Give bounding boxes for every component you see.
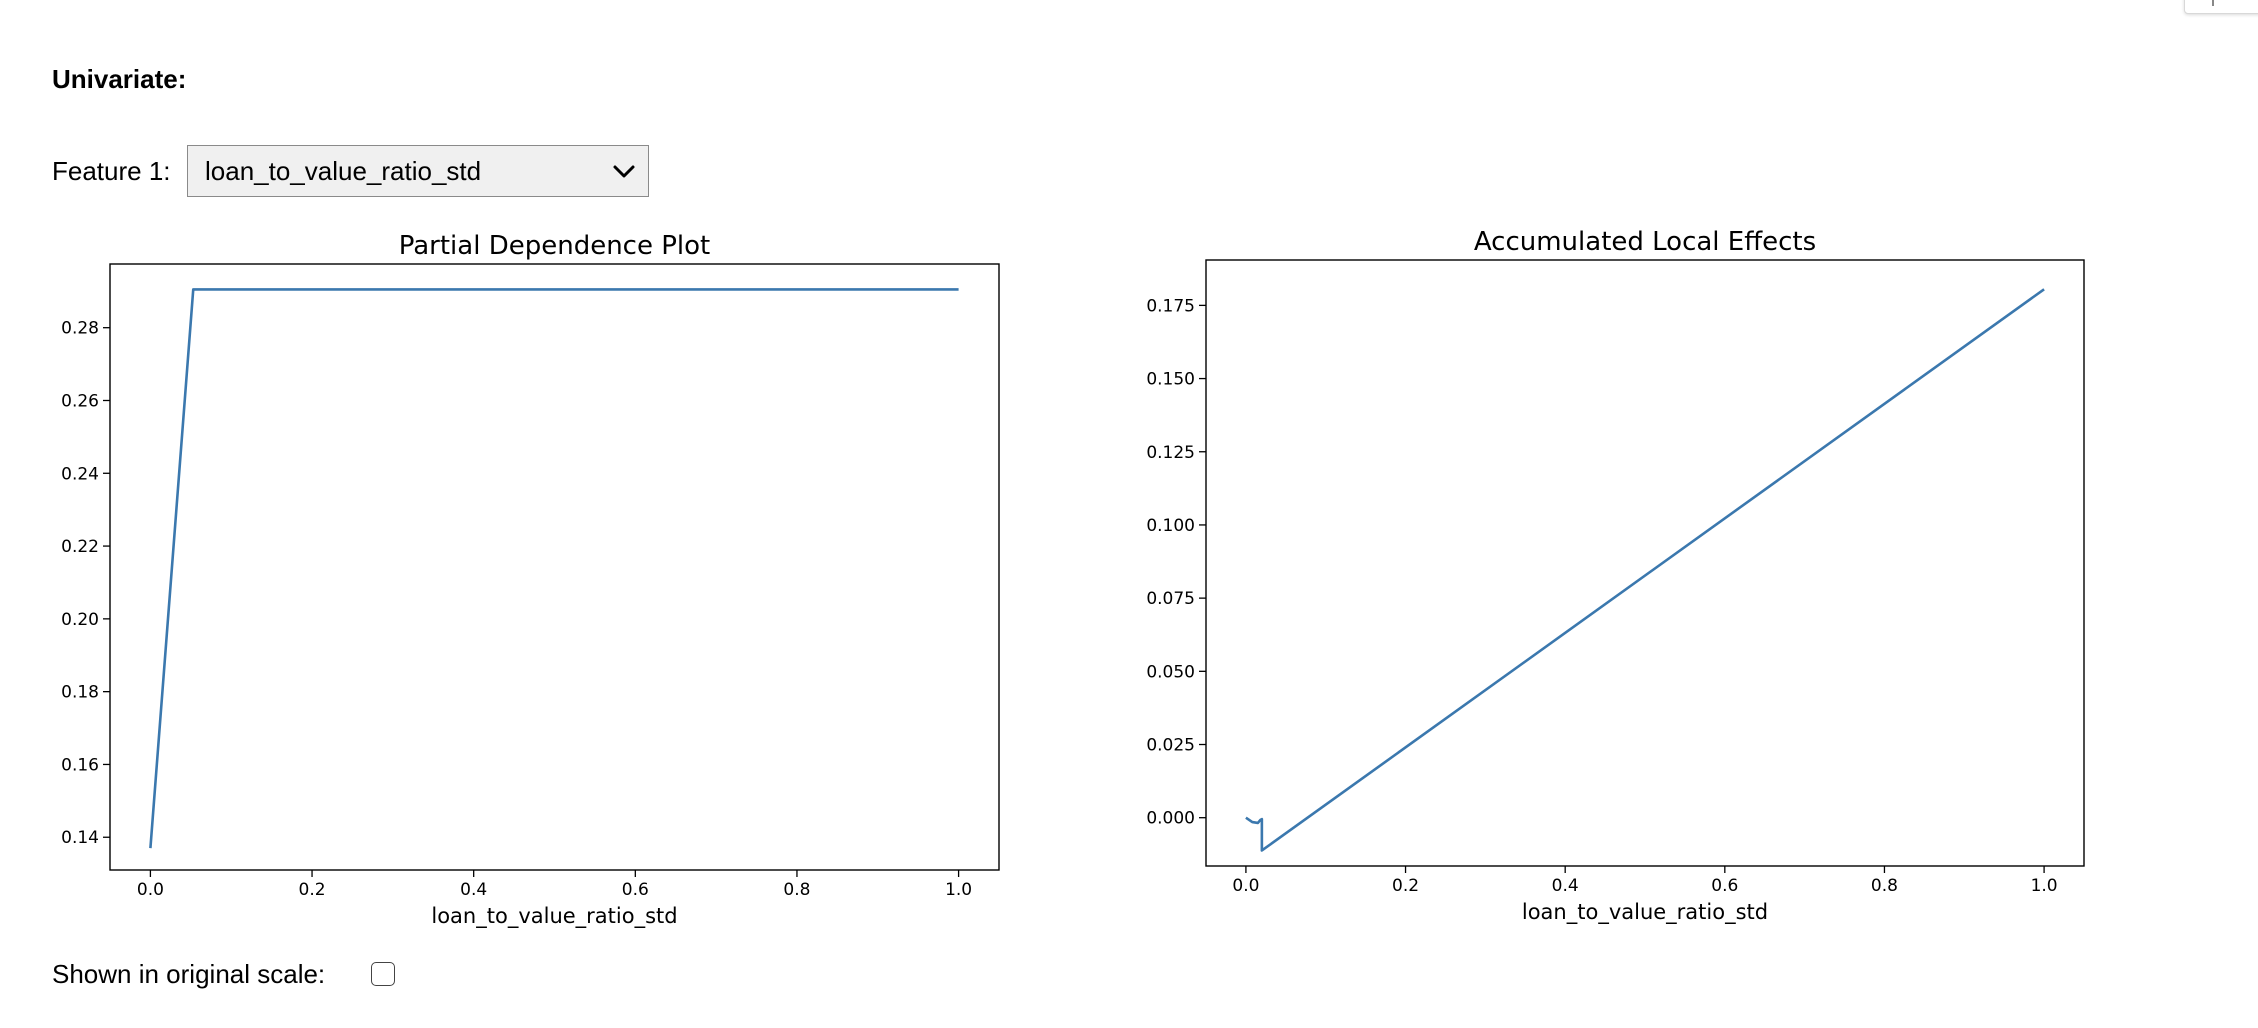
ale-xtick-label: 0.6 <box>1711 876 1738 896</box>
ale-ytick-label: 0.025 <box>1146 736 1195 756</box>
chevron-down-icon <box>613 165 635 178</box>
pdp-xtick-label: 1.0 <box>945 880 972 900</box>
pdp-ytick-label: 0.18 <box>61 683 99 703</box>
pdp-xtick-label: 0.2 <box>299 880 326 900</box>
ale-ytick-label: 0.000 <box>1146 809 1195 829</box>
feature1-label: Feature 1: <box>52 156 171 186</box>
pdp-xtick-label: 0.4 <box>460 880 487 900</box>
pdp-axes-frame <box>109 263 1000 871</box>
ale-xtick-label: 0.0 <box>1232 876 1259 896</box>
pdp-ytick-label: 0.20 <box>61 610 99 630</box>
pdp-chart: Partial Dependence Plot 0.0 0.2 0.4 0.6 0.8 1.… <box>61 231 1000 929</box>
toolbar-tab[interactable] <box>2184 0 2258 14</box>
pdp-ytick-label: 0.24 <box>61 464 99 484</box>
pdp-xlabel: loan_to_value_ratio_std <box>431 904 677 929</box>
toolbar-tab-mark <box>2212 0 2214 6</box>
ale-ytick-label: 0.175 <box>1146 296 1195 316</box>
ale-ytick-label: 0.100 <box>1146 516 1195 536</box>
ale-xtick-label: 0.8 <box>1871 876 1898 896</box>
scale-toggle-label: Shown in original scale: <box>52 959 326 989</box>
ale-ytick-label: 0.075 <box>1146 589 1195 609</box>
feature1-selected-value: loan_to_value_ratio_std <box>205 156 482 186</box>
ale-xtick-label: 1.0 <box>2031 876 2058 896</box>
pdp-ytick-label: 0.14 <box>61 828 99 848</box>
pdp-series-line-0 <box>149 288 959 849</box>
ale-ytick-label: 0.150 <box>1146 370 1195 390</box>
pdp-ytick-label: 0.22 <box>61 537 99 557</box>
ale-ytick-label: 0.050 <box>1146 662 1195 682</box>
ale-xlabel: loan_to_value_ratio_std <box>1522 900 1768 925</box>
feature1-dropdown[interactable]: loan_to_value_ratio_std <box>187 145 649 197</box>
pdp-ytick-label: 0.26 <box>61 391 99 411</box>
pdp-xtick-label: 0.0 <box>137 880 164 900</box>
ale-axes-frame <box>1205 259 2085 867</box>
ale-xtick-label: 0.2 <box>1392 876 1419 896</box>
scale-toggle-checkbox[interactable] <box>371 962 395 986</box>
section-title: Univariate: <box>52 64 187 94</box>
pdp-ytick-label: 0.16 <box>61 755 99 775</box>
ale-xtick-label: 0.4 <box>1552 876 1579 896</box>
pdp-title: Partial Dependence Plot <box>399 231 711 261</box>
ale-series-line-0 <box>1245 288 2045 852</box>
ale-ytick-label: 0.125 <box>1146 443 1195 463</box>
pdp-ytick-label: 0.28 <box>61 319 99 339</box>
ale-chart: Accumulated Local Effects 0.0 0.2 0.4 0.6 0.8… <box>1146 227 2085 925</box>
pdp-xtick-label: 0.6 <box>622 880 649 900</box>
ale-title: Accumulated Local Effects <box>1474 227 1816 257</box>
pdp-xtick-label: 0.8 <box>783 880 810 900</box>
